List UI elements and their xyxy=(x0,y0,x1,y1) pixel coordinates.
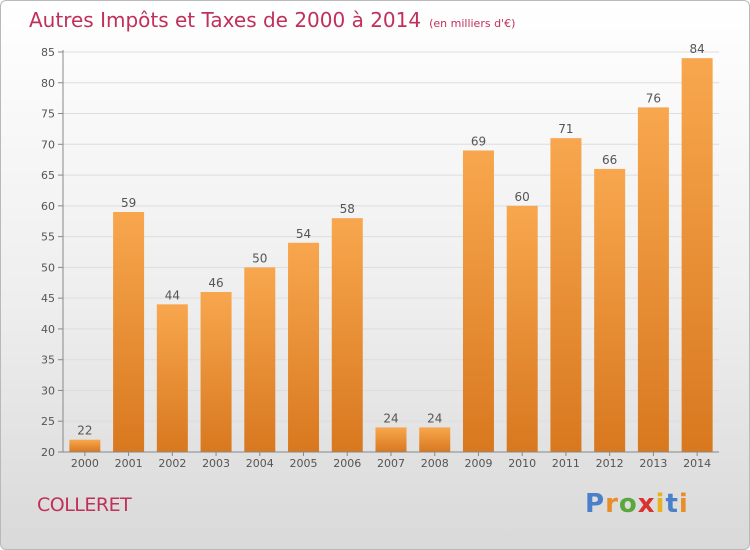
commune-name: COLLERET xyxy=(37,494,132,516)
proxiti-logo[interactable]: Proxiti xyxy=(585,489,689,519)
bar-2005 xyxy=(288,242,320,452)
chart-subtitle: (en milliers d'€) xyxy=(429,17,516,30)
x-tick-label-2007: 2007 xyxy=(377,457,405,470)
data-label-2010: 60 xyxy=(515,190,530,204)
x-tick-label-2006: 2006 xyxy=(333,457,361,470)
logo-letter: o xyxy=(618,489,638,519)
bar-2012 xyxy=(594,168,626,452)
logo-letter: i xyxy=(655,489,666,519)
y-tick-label: 60 xyxy=(41,200,55,213)
bar-2006 xyxy=(331,218,363,452)
bar-2007 xyxy=(375,427,407,452)
x-tick-label-2002: 2002 xyxy=(158,457,186,470)
data-label-2014: 84 xyxy=(689,42,704,56)
x-tick-label-2004: 2004 xyxy=(246,457,274,470)
chart-title: Autres Impôts et Taxes de 2000 à 2014 xyxy=(29,8,422,32)
data-label-2005: 54 xyxy=(296,227,311,241)
data-label-2007: 24 xyxy=(383,411,398,425)
y-tick-label: 25 xyxy=(41,415,55,428)
bar-2008 xyxy=(419,427,451,452)
y-tick-label: 65 xyxy=(41,169,55,182)
logo-letter: i xyxy=(678,489,689,519)
data-label-2002: 44 xyxy=(165,288,180,302)
axes xyxy=(58,50,719,456)
x-tick-label-2010: 2010 xyxy=(508,457,536,470)
bar-2014 xyxy=(681,58,713,453)
x-tick-label-2013: 2013 xyxy=(639,457,667,470)
x-tick-label-2001: 2001 xyxy=(115,457,143,470)
labels: 20 25 30 35 40 45 50 55 60 65 70 75 80 85 22 2000 59 2001… xyxy=(41,42,711,470)
data-label-2012: 66 xyxy=(602,153,617,167)
y-tick-label: 40 xyxy=(41,323,55,336)
y-tick-label: 85 xyxy=(41,46,55,59)
bars xyxy=(69,58,713,453)
bar-2004 xyxy=(244,267,276,452)
x-tick-label-2008: 2008 xyxy=(421,457,449,470)
data-label-2006: 58 xyxy=(340,202,355,216)
bar-2009 xyxy=(462,150,494,452)
bar-2002 xyxy=(156,304,188,452)
data-label-2003: 46 xyxy=(208,276,223,290)
data-label-2008: 24 xyxy=(427,411,442,425)
y-tick-label: 75 xyxy=(41,108,55,121)
bar-2013 xyxy=(637,107,669,452)
bar-2000 xyxy=(69,439,101,452)
y-tick-label: 50 xyxy=(41,261,55,274)
x-tick-label-2012: 2012 xyxy=(596,457,624,470)
y-tick-label: 20 xyxy=(41,446,55,459)
data-label-2001: 59 xyxy=(121,196,136,210)
y-tick-label: 55 xyxy=(41,231,55,244)
bar-2010 xyxy=(506,205,538,452)
bar-2003 xyxy=(200,292,232,452)
y-tick-label: 45 xyxy=(41,292,55,305)
chart-title-block: Autres Impôts et Taxes de 2000 à 2014 (en… xyxy=(29,8,515,32)
x-tick-label-2011: 2011 xyxy=(552,457,580,470)
logo-letter: x xyxy=(637,489,656,519)
logo-letter: t xyxy=(665,489,679,519)
logo-letter: r xyxy=(605,489,619,519)
bar-2011 xyxy=(550,138,582,452)
bar-2001 xyxy=(113,212,145,452)
logo-letter: P xyxy=(585,489,606,519)
data-label-2000: 22 xyxy=(77,424,92,438)
data-label-2004: 50 xyxy=(252,251,267,265)
x-tick-label-2005: 2005 xyxy=(290,457,318,470)
y-tick-label: 35 xyxy=(41,354,55,367)
data-label-2009: 69 xyxy=(471,134,486,148)
y-tick-label: 80 xyxy=(41,77,55,90)
data-label-2013: 76 xyxy=(646,91,661,105)
x-tick-label-2014: 2014 xyxy=(683,457,711,470)
data-label-2011: 71 xyxy=(558,122,573,136)
x-tick-label-2003: 2003 xyxy=(202,457,230,470)
x-tick-label-2009: 2009 xyxy=(464,457,492,470)
y-tick-label: 30 xyxy=(41,384,55,397)
x-tick-label-2000: 2000 xyxy=(71,457,99,470)
y-tick-label: 70 xyxy=(41,138,55,151)
